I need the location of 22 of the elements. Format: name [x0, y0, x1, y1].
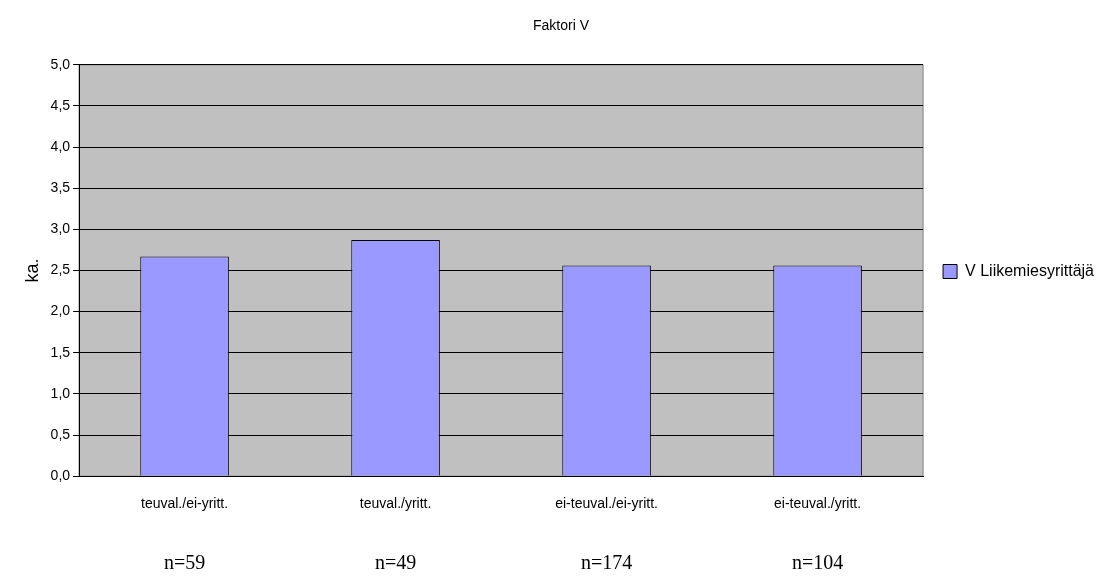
y-tick-label: 5,0	[50, 55, 71, 72]
y-tick-label: 1,0	[50, 384, 71, 401]
text: n=59	[163, 551, 206, 573]
y-axis-title: ka.	[21, 258, 42, 283]
y-tick-label: 2,0	[50, 302, 71, 319]
y-tick-label: 1,5	[50, 343, 71, 360]
text: n=49	[374, 551, 417, 573]
x-tick-label: teuval./ei-yritt.	[140, 495, 229, 512]
y-tick-label: 0,0	[50, 467, 71, 484]
y-tick-label: 0,5	[50, 425, 71, 442]
y-tick-label: 2,5	[50, 261, 71, 278]
y-tick-label: 3,0	[50, 220, 71, 237]
y-tick-label: 3,5	[50, 179, 71, 196]
x-tick-label: ei-teuval./ei-yritt.	[555, 495, 658, 512]
y-tick-label: 4,0	[50, 137, 71, 154]
y-tick-label: 4,5	[50, 96, 71, 113]
chart-title: Faktori V	[532, 17, 590, 34]
x-tick-label: teuval./yritt.	[359, 495, 432, 512]
text: n=174	[580, 551, 633, 573]
x-tick-label: ei-teuval./yritt.	[774, 495, 862, 512]
legend-label: V Liikemiesyrittäjä	[965, 261, 1095, 279]
text: n=104	[791, 551, 844, 573]
